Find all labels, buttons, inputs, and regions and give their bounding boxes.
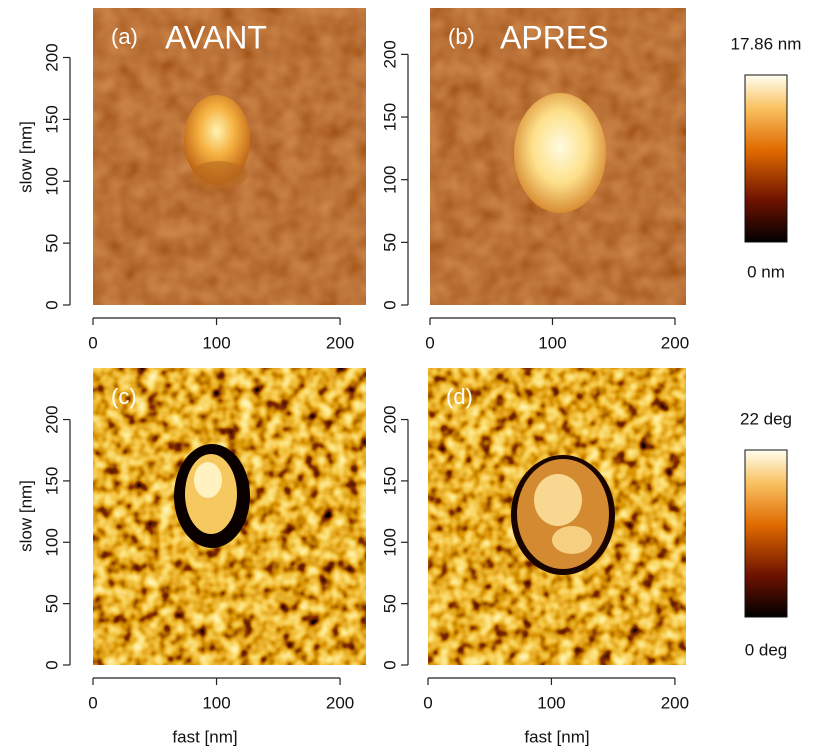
y-tick-label: 0 (42, 300, 61, 309)
panel-label: (c) (111, 384, 137, 409)
colorbar-max: 22 deg (740, 409, 792, 428)
y-tick-label: 150 (380, 467, 399, 495)
x-tick-label: 100 (202, 693, 230, 712)
panel-label: (b) (448, 24, 475, 49)
y-axis-label: slow [nm] (16, 480, 35, 552)
y-axis-label: slow [nm] (16, 121, 35, 193)
colorbar-min: 0 nm (747, 262, 785, 281)
x-tick-label: 100 (538, 333, 566, 352)
panel-title: AVANT (165, 19, 267, 55)
x-tick-label: 0 (88, 333, 97, 352)
y-tick-label: 0 (380, 660, 399, 669)
y-tick-label: 100 (42, 167, 61, 195)
colorbar-phase (744, 449, 788, 618)
panel-title: APRES (500, 19, 608, 55)
y-tick-label: 150 (42, 105, 61, 133)
x-tick-label: 100 (537, 693, 565, 712)
x-tick-label: 0 (425, 333, 434, 352)
y-tick-label: 100 (380, 165, 399, 193)
panel-label: (d) (446, 384, 473, 409)
x-tick-label: 0 (88, 693, 97, 712)
y-tick-label: 0 (380, 300, 399, 309)
y-tick-label: 50 (42, 234, 61, 253)
y-tick-label: 200 (42, 405, 61, 433)
x-tick-label: 200 (326, 333, 354, 352)
x-axis-label: fast [nm] (524, 727, 589, 746)
x-tick-label: 0 (423, 693, 432, 712)
image-d (428, 368, 686, 665)
y-tick-label: 200 (380, 405, 399, 433)
panel-label: (a) (111, 24, 138, 49)
colorbar-max: 17.86 nm (731, 34, 802, 53)
y-tick-label: 150 (380, 103, 399, 131)
y-tick-label: 100 (380, 528, 399, 556)
y-tick-label: 100 (42, 528, 61, 556)
x-tick-label: 100 (202, 333, 230, 352)
y-tick-label: 150 (42, 467, 61, 495)
image-c (93, 368, 366, 665)
y-tick-label: 200 (380, 40, 399, 68)
x-axis-label: fast [nm] (172, 727, 237, 746)
colorbar-min: 0 deg (745, 640, 788, 659)
image-a (93, 8, 366, 305)
y-tick-label: 50 (42, 594, 61, 613)
colorbar-height (744, 74, 788, 243)
y-tick-label: 50 (380, 233, 399, 252)
x-tick-label: 200 (326, 693, 354, 712)
x-tick-label: 200 (661, 333, 689, 352)
y-tick-label: 0 (42, 660, 61, 669)
image-b (430, 8, 686, 305)
y-tick-label: 50 (380, 594, 399, 613)
x-tick-label: 200 (661, 693, 689, 712)
y-tick-label: 200 (42, 43, 61, 71)
